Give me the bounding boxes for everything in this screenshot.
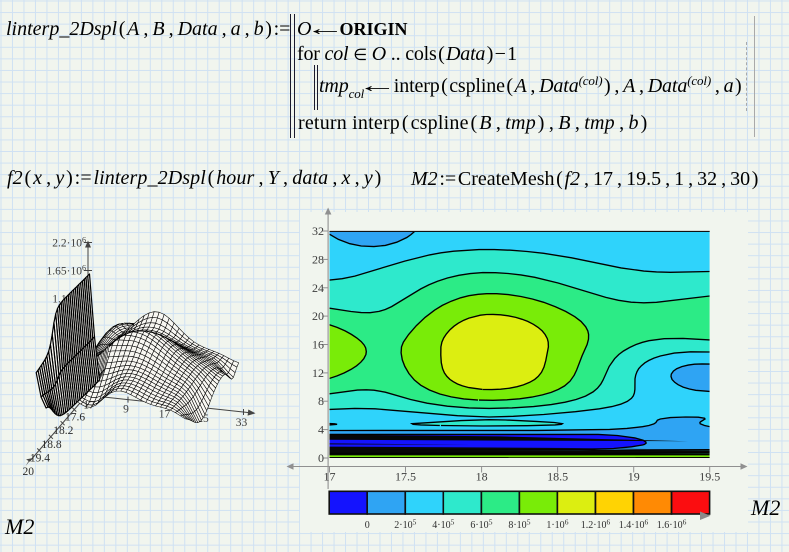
svg-text:2.2·106: 2.2·106 — [52, 236, 86, 250]
svg-text:8: 8 — [318, 394, 324, 408]
svg-text:1.65·106: 1.65·106 — [47, 264, 86, 278]
svg-text:18.5: 18.5 — [547, 470, 568, 484]
svg-text:25: 25 — [197, 413, 209, 425]
svg-text:32: 32 — [312, 224, 324, 238]
svg-text:17: 17 — [83, 400, 95, 412]
svg-text:19.5: 19.5 — [699, 470, 720, 484]
svg-text:19.4: 19.4 — [30, 452, 50, 464]
svg-text:33: 33 — [236, 417, 248, 429]
svg-text:20: 20 — [312, 309, 324, 323]
svg-text:18.2: 18.2 — [53, 425, 73, 437]
svg-text:18.8: 18.8 — [42, 439, 62, 451]
svg-text:17.5: 17.5 — [395, 470, 416, 484]
svg-text:17: 17 — [159, 409, 171, 421]
svg-text:28: 28 — [312, 252, 324, 266]
svg-text:17.6: 17.6 — [65, 412, 85, 424]
svg-text:17: 17 — [324, 470, 336, 484]
svg-text:1.6·106: 1.6·106 — [657, 518, 687, 532]
svg-text:19: 19 — [628, 470, 640, 484]
svg-text:0: 0 — [365, 520, 370, 531]
svg-text:24: 24 — [312, 281, 324, 295]
svg-text:4·105: 4·105 — [432, 518, 454, 532]
svg-text:1.2·106: 1.2·106 — [581, 518, 611, 532]
svg-text:18: 18 — [476, 470, 488, 484]
svg-text:9: 9 — [123, 404, 129, 416]
svg-text:12: 12 — [312, 366, 324, 380]
svg-text:0: 0 — [318, 451, 324, 465]
svg-text:4: 4 — [318, 423, 324, 437]
svg-text:2·105: 2·105 — [394, 518, 416, 532]
svg-text:1.4·106: 1.4·106 — [619, 518, 649, 532]
svg-text:20: 20 — [22, 466, 34, 478]
svg-text:1·106: 1·106 — [546, 518, 568, 532]
svg-text:6·105: 6·105 — [470, 518, 492, 532]
svg-text:8·105: 8·105 — [508, 518, 530, 532]
svg-text:16: 16 — [312, 338, 324, 352]
